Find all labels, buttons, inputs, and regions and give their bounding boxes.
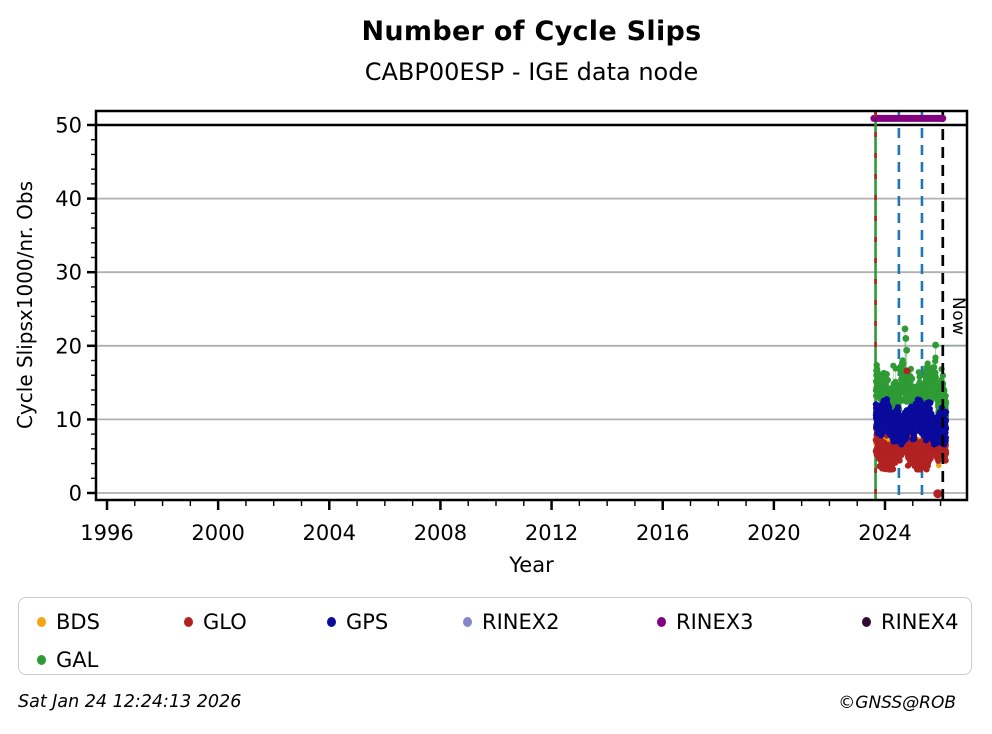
legend-item-glo: GLO [184, 607, 327, 637]
legend-grid: BDS GLO GPS RINEX2 RINEX3 RINEX4 GAL [19, 598, 971, 675]
legend-dot-rinex4 [862, 617, 871, 627]
x-tick-1996: 1996 [80, 521, 133, 545]
chart-title: Number of Cycle Slips [361, 16, 702, 47]
x-tick-2016: 2016 [636, 521, 689, 545]
legend-label: RINEX2 [482, 609, 560, 634]
x-tick-2004: 2004 [303, 521, 356, 545]
legend-item-rinex4: RINEX4 [862, 607, 971, 637]
outlier-point [902, 335, 910, 342]
legend-box: BDS GLO GPS RINEX2 RINEX3 RINEX4 GAL [18, 597, 972, 675]
legend-dot-bds [37, 617, 46, 627]
legend-dot-rinex2 [463, 617, 472, 627]
legend-dot-rinex3 [657, 617, 666, 627]
legend-dot-gal [37, 655, 46, 665]
chart-subtitle: CABP00ESP - IGE data node [364, 58, 699, 86]
tick-labels: 0 10 20 30 40 50 1996 2000 2004 2008 2012 2016 2020 2… [55, 114, 911, 546]
now-annotation-label: Now [948, 297, 968, 336]
legend-label: GLO [203, 609, 247, 634]
axes-spines [94, 109, 969, 502]
axis-ticks [87, 123, 942, 510]
outlier-point [903, 346, 911, 354]
x-tick-2024: 2024 [858, 521, 911, 545]
legend-item-rinex3: RINEX3 [657, 607, 862, 637]
y-tick-20: 20 [55, 334, 82, 358]
y-tick-0: 0 [69, 482, 82, 506]
x-tick-2000: 2000 [191, 521, 244, 545]
legend-item-rinex2: RINEX2 [463, 607, 657, 637]
outlier-point [901, 325, 909, 333]
y-tick-40: 40 [55, 187, 82, 211]
legend-label: BDS [56, 609, 100, 634]
legend-label: RINEX4 [881, 609, 959, 634]
x-axis-label: Year [509, 553, 554, 577]
x-tick-2012: 2012 [525, 521, 578, 545]
x-tick-2008: 2008 [414, 521, 467, 545]
outlier-point [903, 367, 911, 375]
outlier-point [932, 341, 939, 349]
legend-item-gal: GAL [37, 645, 184, 675]
legend-item-gps: GPS [327, 607, 463, 637]
generated-timestamp: Sat Jan 24 12:24:13 2026 [18, 692, 242, 712]
legend-item-bds: BDS [37, 607, 184, 637]
y-tick-50: 50 [55, 114, 82, 138]
y-tick-10: 10 [55, 408, 82, 432]
legend-dot-gps [327, 617, 336, 627]
copyright-credit: ©GNSS@ROB [838, 693, 956, 713]
scatter-points [872, 325, 967, 499]
x-tick-2020: 2020 [747, 521, 800, 545]
legend-label: RINEX3 [676, 609, 754, 634]
outlier-point [933, 489, 943, 499]
y-tick-30: 30 [55, 261, 82, 285]
legend-label: GPS [346, 609, 389, 634]
series-gps [872, 396, 950, 448]
legend-dot-glo [184, 617, 193, 627]
legend-label: GAL [56, 647, 99, 672]
